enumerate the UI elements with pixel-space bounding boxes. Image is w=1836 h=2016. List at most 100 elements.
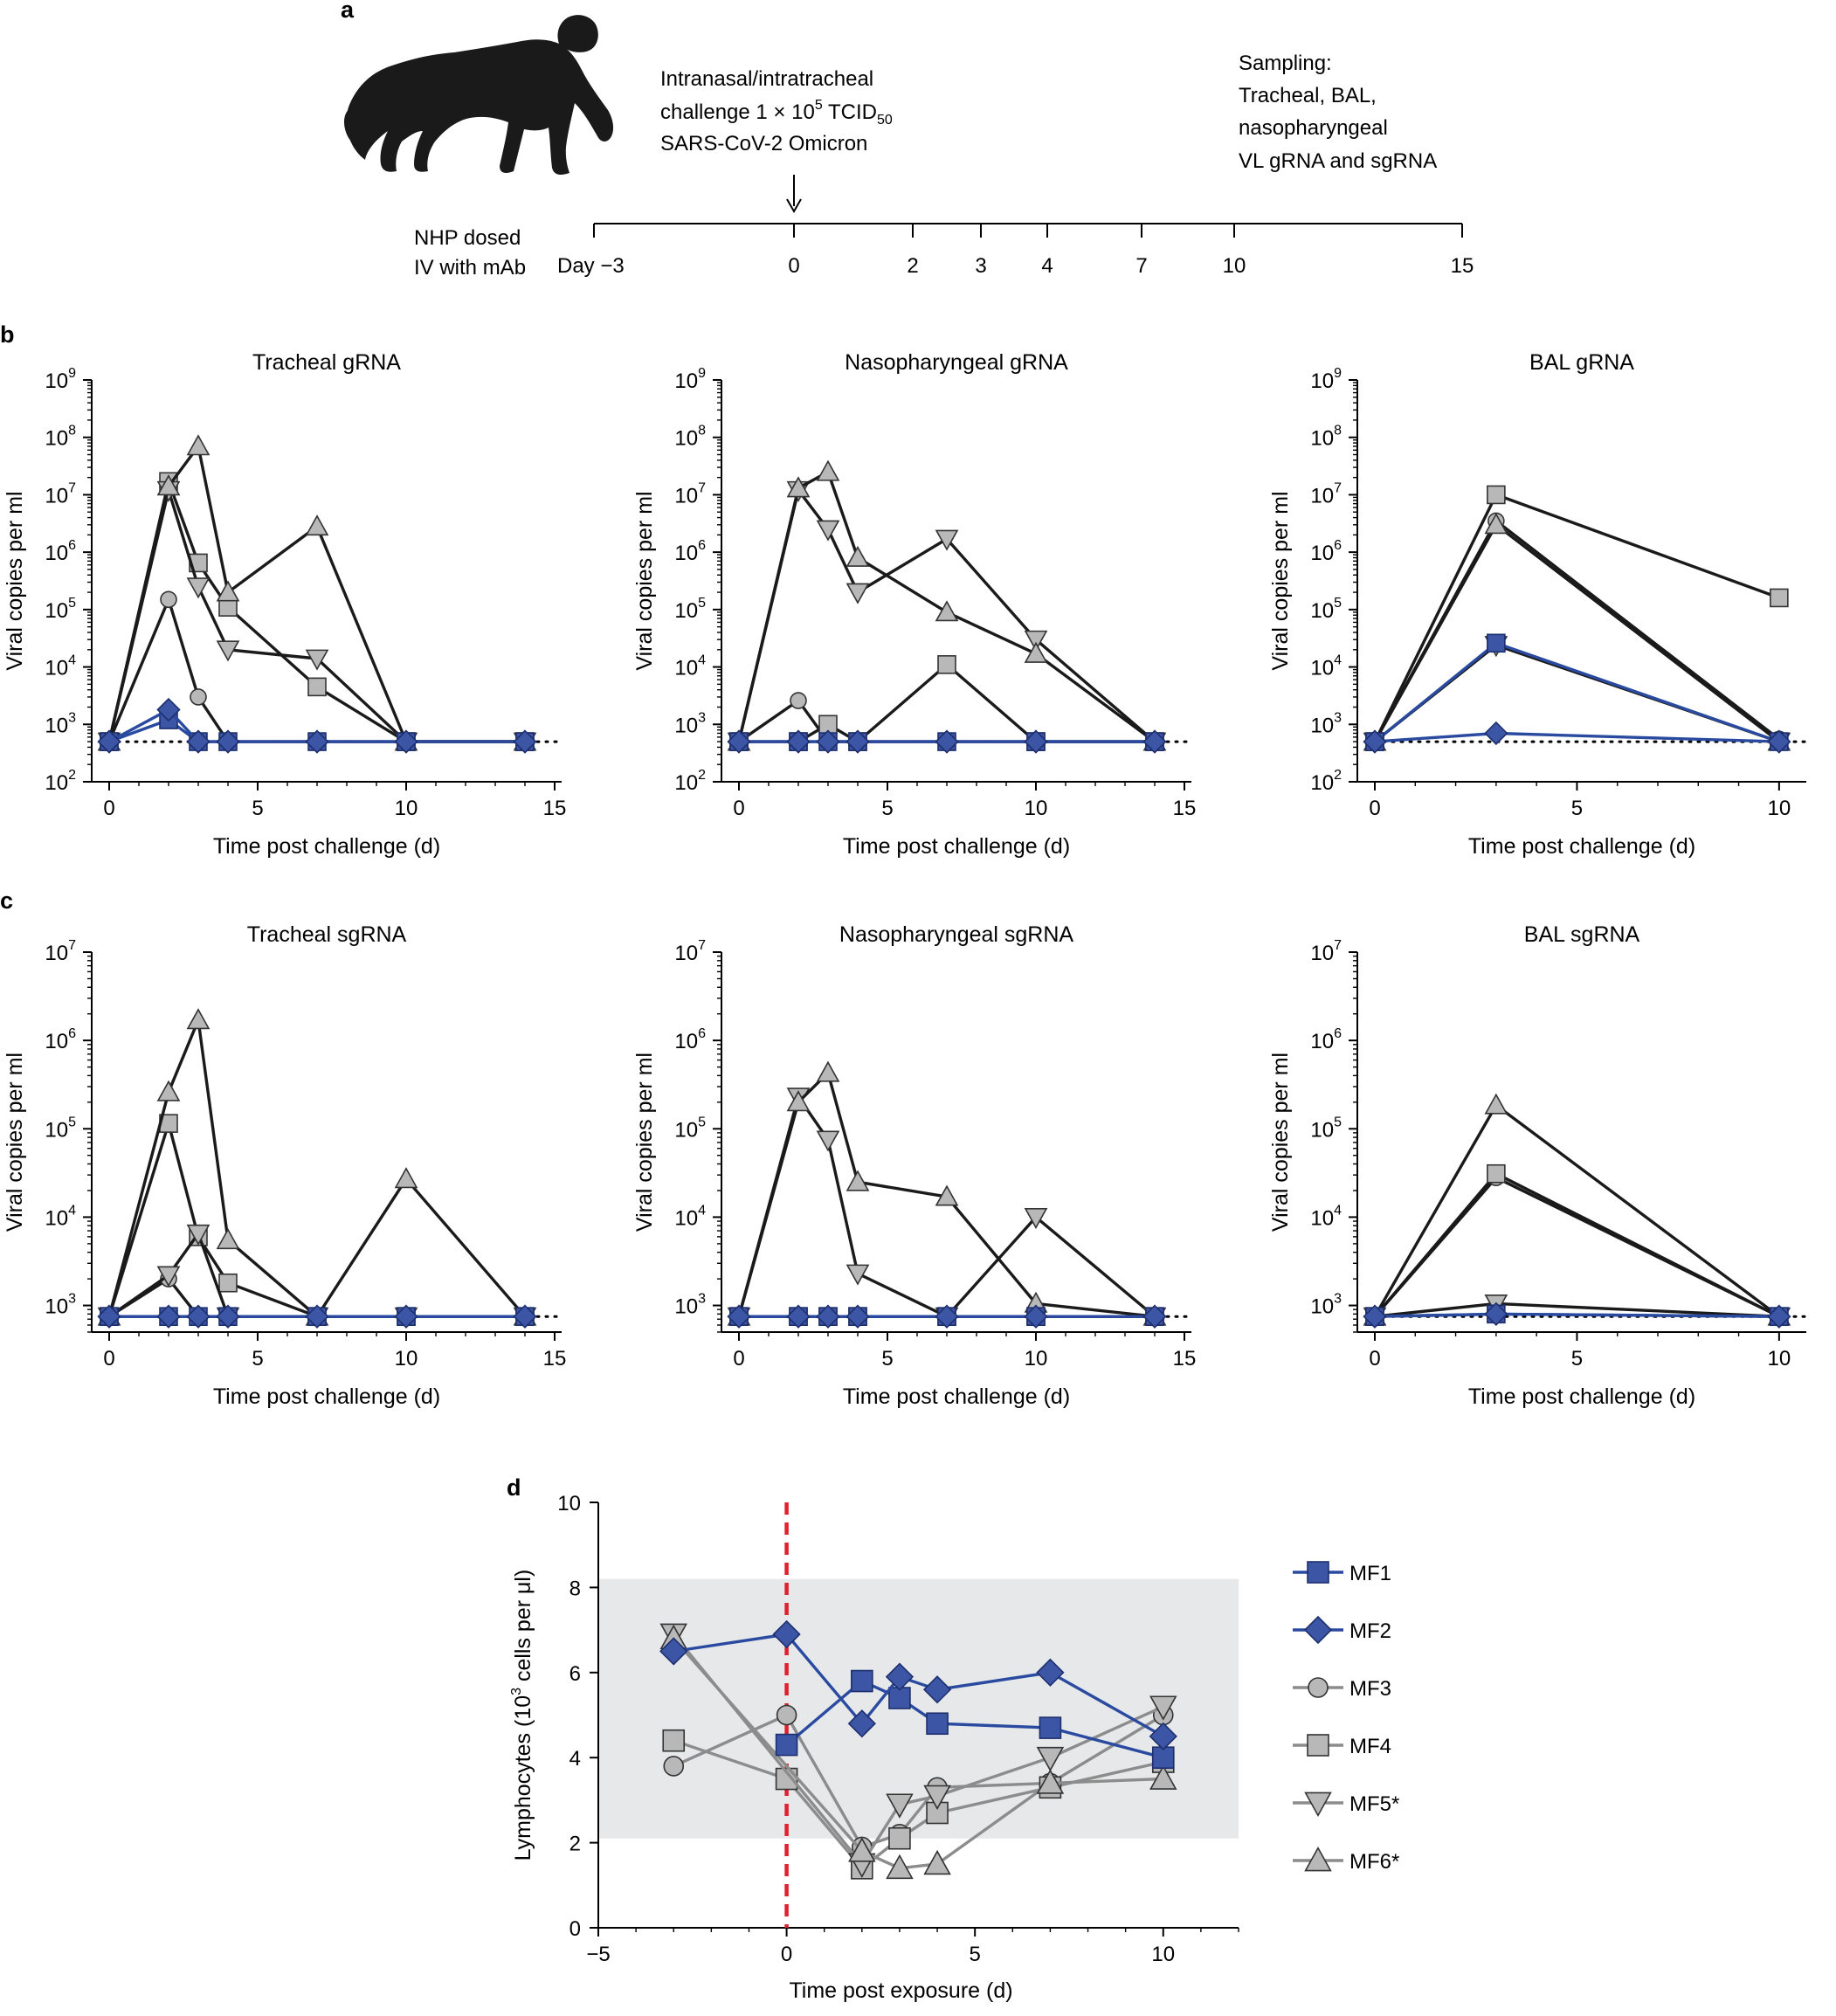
legend-label: MF1 — [1349, 1562, 1391, 1585]
chart-title: BAL gRNA — [1529, 350, 1634, 375]
y-tick-base: 10 — [674, 1030, 698, 1053]
legend-marker — [1304, 1846, 1332, 1872]
x-axis-label: Time post challenge (d) — [843, 1384, 1070, 1409]
y-tick-exp: 3 — [68, 1292, 76, 1307]
point-MF2 — [97, 729, 121, 754]
point-MF6 — [186, 1008, 211, 1030]
chart-title: BAL sgRNA — [1524, 922, 1640, 947]
sampling-text: Sampling: Tracheal, BAL, nasopharyngeal … — [1239, 52, 1437, 173]
y-tick-exp: 4 — [698, 1203, 706, 1218]
point-MF5 — [305, 649, 329, 671]
y-tick-label: 105 — [45, 1115, 76, 1142]
x-tick-label: −5 — [586, 1943, 610, 1966]
point-MF2 — [513, 729, 537, 754]
point-MF3 — [790, 692, 807, 709]
legend-item-MF5: MF5* — [1293, 1792, 1399, 1818]
point-MF2 — [846, 1304, 870, 1329]
legend-item-MF6: MF6* — [1293, 1846, 1399, 1874]
y-tick-label: 103 — [45, 710, 76, 737]
y-tick-exp: 9 — [698, 366, 706, 381]
y-tick-label: 4 — [569, 1747, 581, 1771]
legend-label: MF6* — [1349, 1850, 1399, 1874]
point-MF5 — [846, 1264, 870, 1286]
x-tick-label: 5 — [252, 797, 263, 820]
point-MF2 — [659, 1637, 688, 1666]
point-MF2 — [305, 1304, 329, 1329]
point-MF2 — [1036, 1658, 1065, 1687]
timeline-label-7: 7 — [1135, 254, 1147, 278]
y-tick-exp: 4 — [68, 1203, 76, 1218]
y-tick-exp: 5 — [698, 1115, 706, 1129]
y-tick-base: 10 — [45, 484, 68, 507]
point-MF2 — [1363, 1304, 1387, 1329]
y-axis-label: Viral copies per ml — [632, 491, 657, 670]
timeline-label-10: 10 — [1223, 254, 1246, 278]
y-tick-label: 108 — [1310, 424, 1342, 451]
series-line-MF6 — [672, 1637, 1163, 1870]
x-tick-label: 10 — [1025, 797, 1048, 820]
y-tick-exp: 4 — [698, 653, 706, 668]
timeline-label-2: 2 — [907, 254, 918, 278]
y-tick-exp: 4 — [68, 653, 76, 668]
point-MF6 — [786, 1090, 811, 1112]
point-MF5 — [216, 640, 240, 662]
point-MF4 — [888, 1826, 911, 1850]
point-MF5 — [816, 520, 840, 542]
point-MF2 — [1024, 729, 1048, 754]
point-MF2 — [846, 729, 870, 754]
point-MF6 — [935, 600, 959, 622]
y-axis-label: Lymphocytes (103 cells per μl) — [509, 1570, 535, 1861]
x-axis-label: Time post challenge (d) — [843, 834, 1070, 859]
point-MF3 — [160, 590, 177, 609]
point-MF2 — [1363, 729, 1387, 754]
y-tick-label: 102 — [1310, 768, 1342, 795]
y-tick-label: 106 — [674, 1026, 706, 1053]
challenge-line-2: challenge 1 × 10 — [660, 100, 815, 124]
y-tick-exp: 6 — [698, 538, 706, 553]
point-MF2 — [1142, 729, 1167, 754]
point-MF6 — [1024, 641, 1048, 663]
y-tick-exp: 7 — [68, 480, 76, 495]
series-MF1 — [775, 1669, 1175, 1769]
point-MF6 — [156, 1080, 181, 1101]
point-MF6 — [216, 580, 240, 602]
point-MF6 — [1149, 1764, 1177, 1790]
panel-label-b: b — [0, 321, 15, 348]
y-tick-label: 2 — [569, 1833, 581, 1856]
series-MF6 — [727, 1060, 1167, 1326]
dosing-text: NHP dosed IV with mAb — [414, 226, 527, 280]
x-tick-label: 5 — [881, 1347, 893, 1370]
y-tick-base: 10 — [45, 942, 68, 965]
y-axis-label: Viral copies per ml — [1268, 491, 1293, 670]
y-tick-base: 10 — [1310, 714, 1334, 737]
x-axis-label: Time post challenge (d) — [1468, 1384, 1695, 1409]
series-MF2 — [727, 1304, 1167, 1329]
point-MF2 — [1149, 1722, 1177, 1750]
y-tick-exp: 9 — [68, 366, 76, 381]
timeline-ticks — [593, 224, 1463, 238]
point-MF6 — [886, 1854, 914, 1880]
x-tick-label: 5 — [252, 1347, 263, 1370]
x-tick-label: 0 — [733, 797, 744, 820]
challenge-line-2-exp: 5 — [815, 98, 823, 113]
point-MF2 — [786, 729, 811, 754]
y-tick-label: 10 — [557, 1492, 581, 1515]
legend-item-MF3: MF3 — [1293, 1677, 1391, 1701]
y-tick-base: 10 — [674, 771, 698, 795]
point-MF5 — [186, 577, 211, 599]
y-tick-label: 102 — [674, 768, 706, 795]
y-tick-base: 10 — [674, 942, 698, 965]
y-tick-base: 10 — [45, 714, 68, 737]
y-tick-exp: 8 — [1334, 424, 1342, 438]
y-tick-base: 10 — [1310, 599, 1334, 623]
panel-label-c: c — [0, 887, 13, 914]
y-tick-base: 10 — [1310, 1206, 1334, 1230]
timeline-label-15: 15 — [1451, 254, 1474, 278]
point-MF6 — [816, 459, 840, 481]
y-tick-label: 103 — [674, 710, 706, 737]
y-tick-base: 10 — [45, 657, 68, 680]
series-line-MF5 — [672, 1633, 1164, 1866]
point-MF1 — [888, 1687, 911, 1709]
